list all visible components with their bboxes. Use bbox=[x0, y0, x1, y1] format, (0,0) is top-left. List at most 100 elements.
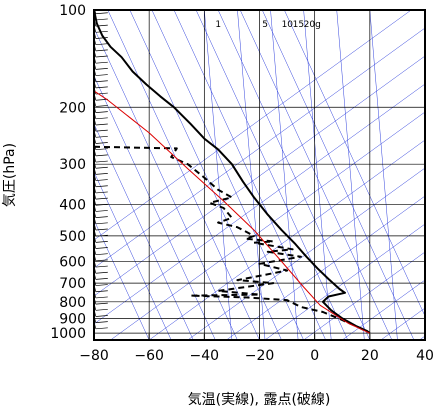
moist-adiabat-line bbox=[94, 27, 238, 340]
wind-barb-staff bbox=[95, 68, 108, 70]
wind-barb-staff bbox=[95, 86, 108, 89]
y-tick-label: 600 bbox=[59, 254, 86, 270]
mixing-ratio-label: 15 bbox=[293, 20, 304, 30]
wind-barb-staff bbox=[95, 123, 108, 126]
y-tick-label: 100 bbox=[59, 3, 86, 19]
dry-adiabat-line bbox=[187, 167, 425, 340]
moist-adiabat-line bbox=[217, 10, 371, 340]
dry-adiabat-line bbox=[226, 195, 425, 340]
wind-barb-staff bbox=[95, 321, 108, 324]
mixing-ratio-line bbox=[270, 10, 299, 340]
dry-adiabat-line bbox=[94, 27, 425, 269]
dry-adiabat-line bbox=[342, 279, 425, 340]
profile-lines bbox=[94, 10, 371, 334]
wind-barb-staff bbox=[95, 222, 108, 225]
wind-barb-staff bbox=[95, 30, 108, 33]
moist-adiabat-line bbox=[262, 10, 415, 340]
wind-barb-staff bbox=[95, 308, 108, 311]
wind-barb-staff bbox=[95, 173, 108, 175]
moist-adiabat-line bbox=[94, 219, 150, 340]
wind-barb-staff bbox=[95, 234, 108, 237]
dry-adiabat-line bbox=[94, 55, 425, 297]
dry-adiabat-line bbox=[264, 223, 425, 340]
x-tick-label: −60 bbox=[134, 348, 164, 364]
wind-barb-staff bbox=[95, 61, 108, 64]
wind-barb-staff bbox=[95, 154, 108, 157]
y-tick-label: 300 bbox=[59, 157, 86, 173]
dry-adiabat-line bbox=[110, 111, 425, 340]
dewpoint-line bbox=[94, 145, 368, 333]
moist-adiabat-line bbox=[94, 123, 194, 340]
y-axis-title: 気圧(hPa) bbox=[2, 143, 18, 207]
wind-barb-staff bbox=[95, 105, 108, 107]
wind-barb-staff bbox=[95, 148, 108, 151]
x-axis-title: 気温(実線), 露点(破線) bbox=[188, 392, 331, 408]
y-tick-label: 800 bbox=[59, 295, 86, 311]
wind-barb-staff bbox=[95, 259, 108, 262]
grid bbox=[93, 9, 426, 340]
wind-barb-staff bbox=[95, 247, 108, 249]
x-tick-label: 0 bbox=[310, 348, 319, 364]
wind-barb-staff bbox=[95, 98, 108, 101]
moist-adiabat-line bbox=[151, 10, 304, 340]
x-tick-label: −80 bbox=[79, 348, 109, 364]
moist-adiabat-line bbox=[173, 10, 326, 340]
mixing-ratio-label: 1 bbox=[215, 20, 221, 30]
y-tick-label: 1000 bbox=[50, 326, 86, 342]
y-tick-label: 400 bbox=[59, 198, 86, 214]
mixing-ratio-line bbox=[369, 10, 398, 340]
wind-barb-staff bbox=[95, 216, 108, 218]
wind-barb-staff bbox=[95, 197, 108, 200]
wind-barb-staff bbox=[95, 278, 108, 280]
wind-barb-staff bbox=[95, 253, 108, 256]
wind-barb-staff bbox=[95, 302, 108, 305]
wind-barb-staff bbox=[95, 179, 108, 181]
y-tick-label: 200 bbox=[59, 100, 86, 116]
y-tick-label: 900 bbox=[59, 311, 86, 327]
wind-barb-staff bbox=[95, 43, 108, 46]
wind-barbs bbox=[94, 10, 108, 330]
wind-barb-staff bbox=[95, 284, 108, 286]
dry-adiabat-line bbox=[303, 251, 425, 340]
moist-adiabat-line bbox=[94, 75, 216, 340]
dry-adiabat-line bbox=[380, 307, 425, 340]
moist-adiabat-line bbox=[129, 10, 282, 340]
wind-barb-staff bbox=[95, 142, 108, 144]
moist-adiabat-line bbox=[107, 10, 260, 340]
wind-barb-staff bbox=[95, 49, 108, 52]
y-tick-label: 500 bbox=[59, 229, 86, 245]
wind-barb-staff bbox=[95, 129, 108, 132]
dry-adiabat-line bbox=[94, 83, 425, 325]
moist-adiabat-line bbox=[94, 171, 172, 340]
wind-barb-staff bbox=[95, 185, 108, 188]
mixing-ratio-line bbox=[204, 10, 233, 340]
wind-barb-staff bbox=[95, 296, 108, 299]
wind-barb-staff bbox=[95, 135, 108, 138]
mixing-ratio-line bbox=[303, 10, 332, 340]
wind-barb-staff bbox=[95, 228, 108, 231]
y-tick-label: 700 bbox=[59, 276, 86, 292]
moist-adiabat-line bbox=[284, 10, 425, 317]
wind-barb-staff bbox=[95, 160, 108, 163]
wind-barb-staff bbox=[95, 240, 108, 243]
wind-barb-staff bbox=[95, 210, 108, 212]
moist-adiabat-line bbox=[195, 10, 348, 340]
temperature-line bbox=[94, 10, 371, 334]
wind-barb-staff bbox=[95, 117, 108, 120]
mixing-ratio-labels: 1 5 10 15 20g bbox=[215, 20, 320, 30]
wind-barb-staff bbox=[95, 74, 108, 76]
mixing-ratio-label: 20g bbox=[304, 20, 321, 30]
wind-barb-staff bbox=[95, 166, 108, 169]
wind-barb-staff bbox=[95, 18, 108, 21]
mixing-ratio-line bbox=[336, 10, 365, 340]
wind-barb-staff bbox=[95, 327, 108, 330]
moist-adiabat-line bbox=[239, 10, 393, 340]
x-tick-label: 20 bbox=[361, 348, 379, 364]
x-tick-label: −20 bbox=[245, 348, 275, 364]
dry-adiabat-line bbox=[149, 139, 425, 340]
wind-barb-staff bbox=[95, 55, 108, 58]
wind-barb-staff bbox=[95, 265, 108, 268]
wind-barb-staff bbox=[95, 111, 108, 113]
